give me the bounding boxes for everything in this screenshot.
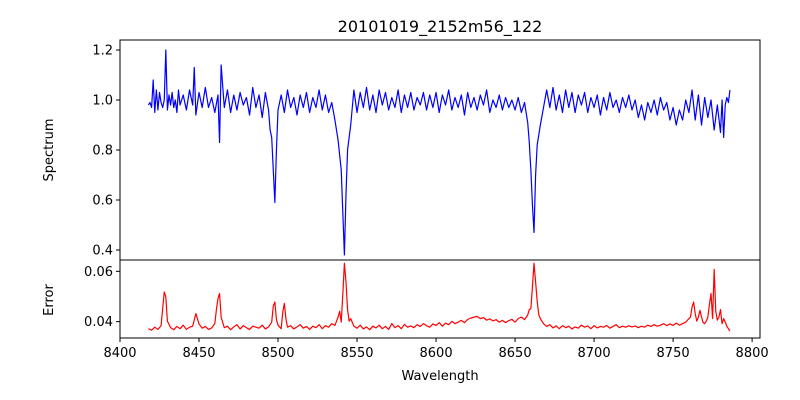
x-tick-label: 8800 — [736, 346, 769, 361]
x-tick-label: 8700 — [578, 346, 611, 361]
x-tick-label: 8450 — [182, 346, 215, 361]
error-y-tick-label: 0.06 — [84, 265, 113, 280]
chart-title: 20101019_2152m56_122 — [338, 17, 543, 37]
x-tick-label: 8650 — [499, 346, 532, 361]
x-tick-label: 8750 — [657, 346, 690, 361]
spectrum-y-ticks: 0.4 0.6 0.8 1.0 1.2 — [92, 44, 120, 259]
error-series-line — [148, 262, 731, 332]
x-tick-label: 8500 — [261, 346, 294, 361]
x-tick-label: 8600 — [420, 346, 453, 361]
x-axis-ticks: 8400 8450 8500 8550 8600 8650 8700 8750 8800 — [103, 338, 769, 361]
error-panel: 0.04 0.06 Error — [42, 259, 761, 339]
error-y-tick-label: 0.04 — [84, 315, 113, 330]
spectrum-y-tick-label: 1.2 — [92, 44, 113, 59]
spectrum-y-tick-label: 1.0 — [92, 94, 113, 109]
x-tick-label: 8550 — [340, 346, 373, 361]
spectrum-plot-area — [147, 49, 731, 256]
x-tick-label: 8400 — [103, 346, 136, 361]
spectrum-y-tick-label: 0.4 — [92, 244, 113, 259]
error-y-ticks: 0.04 0.06 — [84, 265, 120, 330]
spectrum-series-line — [147, 49, 731, 256]
spectrum-y-tick-label: 0.6 — [92, 194, 113, 209]
x-axis-label: Wavelength — [401, 369, 478, 384]
error-frame — [119, 259, 761, 339]
spectrum-y-label: Spectrum — [42, 119, 57, 182]
spectrum-panel: 0.4 0.6 0.8 1.0 1.2 Spectrum — [42, 39, 761, 261]
error-y-label: Error — [42, 284, 57, 316]
spectrum-y-tick-label: 0.8 — [92, 144, 113, 159]
error-plot-area — [148, 262, 731, 332]
spectrum-frame — [119, 39, 761, 261]
